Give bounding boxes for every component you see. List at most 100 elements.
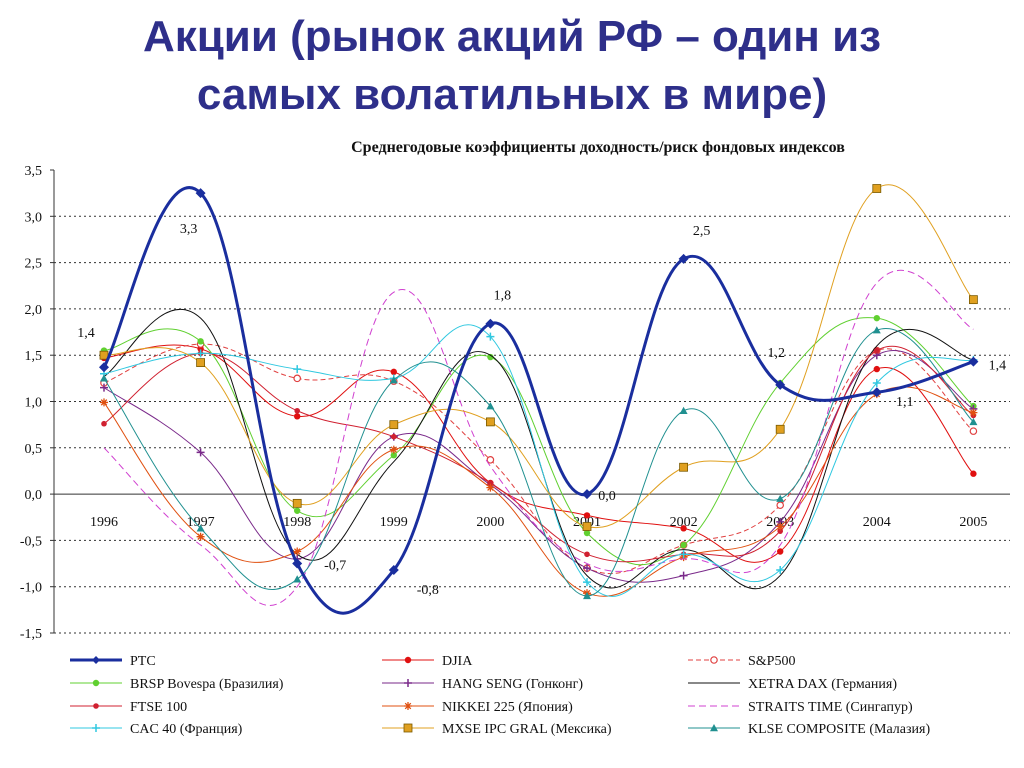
legend-marker <box>93 703 99 709</box>
y-tick-label: -0,5 <box>20 534 42 549</box>
ptc-data-label: 1,8 <box>494 289 512 304</box>
legend-item: S&P500 <box>688 654 795 669</box>
data-point <box>970 470 977 477</box>
series-line <box>103 308 974 590</box>
series-hang-seng- <box>100 350 978 583</box>
data-point <box>293 547 302 556</box>
data-point <box>969 427 978 435</box>
data-point <box>196 349 205 358</box>
data-point <box>969 408 978 417</box>
data-point <box>680 541 687 549</box>
y-tick-label: -1,0 <box>20 581 42 596</box>
series-line <box>103 184 974 529</box>
x-tick-label: 2002 <box>670 515 698 530</box>
data-point <box>294 413 301 420</box>
data-point <box>775 424 785 434</box>
legend-marker <box>403 723 413 733</box>
ptc-data-label: 1,1 <box>896 395 914 410</box>
data-point <box>583 564 591 573</box>
data-point <box>968 356 979 367</box>
data-point <box>487 480 494 486</box>
legend-item: HANG SENG (Гонконг) <box>382 677 583 692</box>
data-point <box>486 456 495 464</box>
ptc-data-label: 1,2 <box>767 346 785 361</box>
data-point <box>99 362 109 373</box>
series-line <box>103 317 974 566</box>
data-point <box>390 452 397 459</box>
series-ptc <box>99 186 979 615</box>
data-point <box>776 566 785 575</box>
data-point <box>486 332 495 341</box>
data-point <box>679 571 688 580</box>
data-point <box>582 522 592 531</box>
data-point <box>872 378 881 387</box>
data-point <box>679 462 688 472</box>
data-point <box>196 448 205 457</box>
data-point <box>293 365 302 374</box>
legend-label: KLSE COMPOSITE (Малазия) <box>748 722 930 737</box>
y-tick-label: -1,5 <box>20 627 42 642</box>
data-point <box>391 433 397 440</box>
data-point <box>969 295 978 305</box>
ptc-data-label: 1,4 <box>989 359 1007 374</box>
slide-title-line-1: Акции (рынок акций РФ – один из <box>142 12 882 61</box>
legend-label: FTSE 100 <box>130 700 187 715</box>
data-point <box>584 551 590 558</box>
data-point <box>872 184 882 193</box>
data-point <box>777 528 783 534</box>
data-point <box>196 524 205 532</box>
data-point <box>873 314 880 322</box>
ptc-data-label: 3,3 <box>180 222 198 237</box>
data-point <box>873 365 880 373</box>
data-point <box>969 417 978 426</box>
data-point <box>293 374 302 383</box>
legend-marker <box>92 679 100 687</box>
data-point <box>389 445 398 454</box>
data-point <box>101 420 107 427</box>
legend-item: MXSE IPC GRAL (Мексика) <box>382 722 612 737</box>
data-point <box>292 558 303 569</box>
data-point <box>777 548 784 555</box>
legend-marker <box>404 679 412 687</box>
data-point <box>679 406 688 414</box>
y-tick-label: 2,0 <box>25 303 43 318</box>
legend-item: CAC 40 (Франция) <box>70 722 243 737</box>
data-point <box>582 489 592 500</box>
data-point <box>583 591 591 600</box>
legend-item: NIKKEI 225 (Япония) <box>382 700 573 715</box>
y-tick-label: 0,5 <box>25 442 43 457</box>
series-line <box>103 386 974 597</box>
data-point <box>100 383 108 392</box>
legend-label: NIKKEI 225 (Япония) <box>442 700 573 715</box>
x-tick-label: 1996 <box>90 515 118 530</box>
x-tick-label: 2004 <box>863 515 891 530</box>
legend-label: CAC 40 (Франция) <box>130 722 243 737</box>
data-point <box>872 326 881 334</box>
legend-item: PTC <box>70 654 156 669</box>
ptc-data-label: 2,5 <box>693 224 711 239</box>
legend-marker <box>710 656 718 664</box>
ptc-data-label: 1,4 <box>77 326 95 341</box>
series-line <box>103 324 974 597</box>
legend-label: XETRA DAX (Германия) <box>748 677 897 692</box>
chart-data-labels: 1,4 3,3 -0,7 -0,8 1,8 0,0 2,5 1,2 1,1 1,4 <box>77 222 1006 598</box>
legend-item: XETRA DAX (Германия) <box>688 677 897 692</box>
y-tick-label: 0,0 <box>25 488 43 503</box>
legend-item: KLSE COMPOSITE (Малазия) <box>688 722 930 737</box>
chart-grid <box>54 215 1010 634</box>
data-point <box>486 402 495 410</box>
chart-series <box>99 184 979 615</box>
series-brsp-bovespa- <box>100 314 977 566</box>
x-tick-label: 1997 <box>187 515 215 530</box>
data-point <box>583 512 591 519</box>
chart-legend: PTC DJIA S&P500 BRSP Bovespa (Бразилия) HANG… <box>70 654 930 737</box>
chart-axes: 3,5 3,0 2,5 2,0 1,5 1,0 0,5 0,0 -0,5 -1,0 -1,5 1996… <box>20 164 1010 642</box>
data-point <box>775 379 786 390</box>
legend-label: S&P500 <box>748 654 795 669</box>
legend-label: HANG SENG (Гонконг) <box>442 677 583 692</box>
data-point <box>871 387 882 398</box>
data-point <box>486 483 495 492</box>
legend-item: BRSP Bovespa (Бразилия) <box>70 677 284 692</box>
x-tick-label: 1999 <box>380 515 408 530</box>
data-point <box>197 338 204 345</box>
